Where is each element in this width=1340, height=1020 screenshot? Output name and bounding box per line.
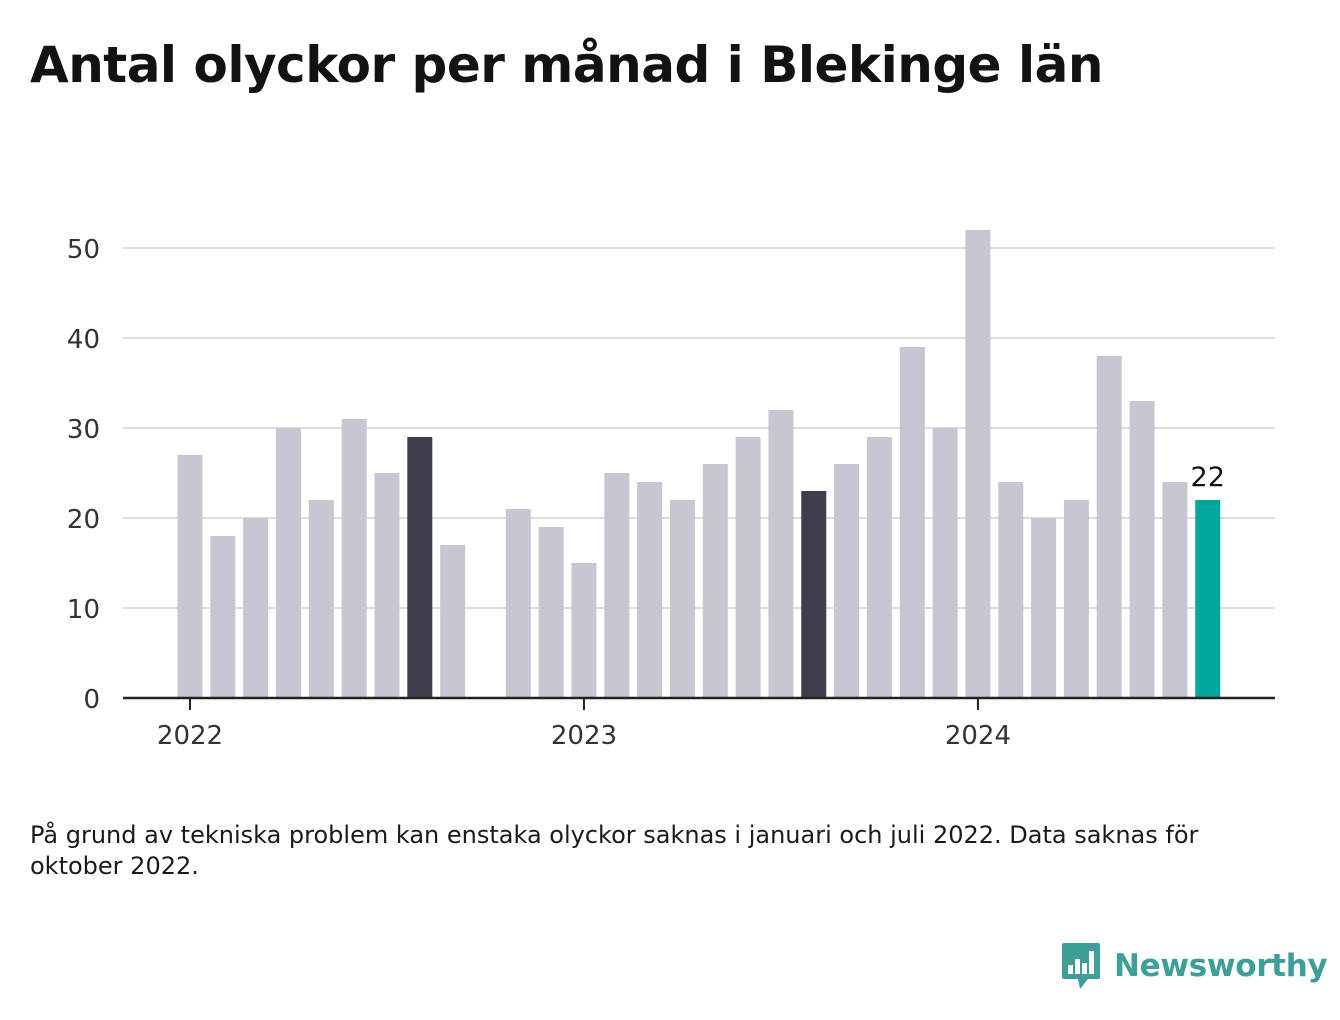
y-tick-label: 30 — [67, 415, 100, 445]
bar[interactable] — [899, 347, 925, 698]
bars — [177, 230, 1221, 698]
bar[interactable] — [637, 482, 663, 698]
bar[interactable] — [538, 527, 564, 698]
data-labels: 22 — [1191, 462, 1225, 493]
y-tick-label: 10 — [67, 595, 100, 625]
bar[interactable] — [735, 437, 761, 698]
bar[interactable] — [1031, 518, 1057, 698]
x-tick-label: 2024 — [945, 721, 1011, 751]
y-tick-label: 20 — [67, 505, 100, 535]
data-label: 22 — [1191, 462, 1225, 493]
bar[interactable] — [505, 509, 531, 698]
bar-chart: 22 0 10 20 30 40 50 2022 2023 2024 — [67, 230, 1275, 751]
bar[interactable] — [243, 518, 269, 698]
chart-title: Antal olyckor per månad i Blekinge län — [30, 36, 1103, 94]
axes: 0 10 20 30 40 50 2022 2023 2024 — [67, 235, 1275, 751]
bar[interactable] — [275, 428, 301, 698]
bar[interactable] — [801, 491, 827, 698]
bar[interactable] — [669, 500, 695, 698]
bar[interactable] — [1162, 482, 1188, 698]
brand-logo[interactable]: Newsworthy — [1060, 940, 1328, 992]
bar[interactable] — [1063, 500, 1089, 698]
footnote: På grund av tekniska problem kan enstaka… — [30, 821, 1199, 880]
y-tick-label: 40 — [67, 325, 100, 355]
bar[interactable] — [965, 230, 991, 698]
bar[interactable] — [407, 437, 433, 698]
bar[interactable] — [308, 500, 334, 698]
y-tick-label: 0 — [83, 685, 100, 715]
bar[interactable] — [1195, 500, 1221, 698]
bar[interactable] — [866, 437, 892, 698]
bar[interactable] — [341, 419, 367, 698]
newsworthy-logo-icon — [1062, 943, 1100, 989]
bar[interactable] — [998, 482, 1024, 698]
bar[interactable] — [571, 563, 597, 698]
bar[interactable] — [1129, 401, 1155, 698]
x-tick-label: 2023 — [551, 721, 617, 751]
y-tick-label: 50 — [67, 235, 100, 265]
x-tick-label: 2022 — [157, 721, 223, 751]
bar[interactable] — [768, 410, 794, 698]
bar[interactable] — [210, 536, 236, 698]
bar[interactable] — [932, 428, 958, 698]
bar[interactable] — [440, 545, 466, 698]
bar[interactable] — [702, 464, 728, 698]
bar[interactable] — [374, 473, 400, 698]
bar[interactable] — [1096, 356, 1122, 698]
brand-name: Newsworthy — [1114, 948, 1328, 984]
bar[interactable] — [834, 464, 860, 698]
bar[interactable] — [177, 455, 203, 698]
bar[interactable] — [604, 473, 630, 698]
